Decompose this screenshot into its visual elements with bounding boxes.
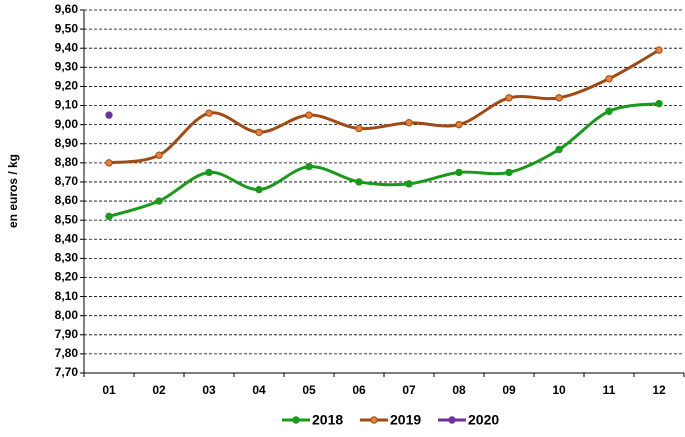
y-tick-label: 8,40 [55, 231, 79, 245]
y-tick-label: 7,80 [55, 346, 79, 360]
data-point [505, 94, 513, 102]
legend-label: 2019 [390, 412, 421, 428]
data-point [605, 107, 613, 115]
y-tick-label: 7,90 [55, 327, 79, 341]
y-tick-label: 9,20 [55, 79, 79, 93]
x-tick-label: 03 [202, 383, 216, 397]
data-point [255, 128, 263, 136]
y-tick-label: 8,80 [55, 155, 79, 169]
data-point [605, 75, 613, 83]
data-point [105, 111, 113, 119]
y-tick-label: 8,90 [55, 136, 79, 150]
y-tick-label: 8,70 [55, 174, 79, 188]
x-tick-label: 10 [552, 383, 566, 397]
data-point [505, 168, 513, 177]
x-tick-label: 09 [502, 383, 516, 397]
y-tick-label: 8,00 [55, 308, 79, 322]
y-tick-label: 8,30 [55, 251, 79, 265]
data-point [555, 145, 563, 154]
data-point [405, 119, 413, 127]
data-point [305, 111, 313, 119]
data-point [455, 120, 463, 129]
y-tick-label: 8,20 [55, 270, 79, 284]
data-point [655, 99, 663, 108]
data-point [455, 168, 463, 177]
data-point [555, 94, 563, 102]
y-tick-label: 9,50 [55, 21, 79, 35]
data-point [655, 46, 663, 54]
legend-label: 2018 [312, 412, 343, 428]
y-tick-label: 9,10 [55, 98, 79, 112]
legend-marker [370, 416, 378, 424]
data-point [205, 109, 213, 117]
x-tick-label: 07 [402, 383, 416, 397]
series-line [108, 102, 660, 218]
y-tick-label: 8,60 [55, 193, 79, 207]
data-point [305, 162, 313, 171]
data-point [255, 185, 263, 194]
y-tick-label: 9,00 [55, 117, 79, 131]
x-tick-label: 12 [652, 383, 666, 397]
data-point [105, 212, 113, 221]
x-tick-label: 02 [152, 383, 166, 397]
y-tick-label: 9,40 [55, 40, 79, 54]
x-tick-label: 04 [252, 383, 266, 397]
y-tick-label: 9,60 [55, 2, 79, 16]
y-tick-label: 7,70 [55, 365, 79, 379]
legend-marker [292, 416, 300, 424]
y-axis-label: en euros / kg [6, 154, 20, 228]
y-tick-label: 9,30 [55, 59, 79, 73]
legend-marker [448, 416, 456, 424]
legend-label: 2020 [468, 412, 499, 428]
x-tick-label: 11 [603, 383, 616, 397]
x-tick-label: 08 [452, 383, 466, 397]
x-tick-label: 06 [352, 383, 366, 397]
data-point [155, 197, 163, 205]
y-tick-label: 8,50 [55, 212, 79, 226]
x-tick-label: 05 [302, 383, 316, 397]
data-point [105, 159, 113, 167]
data-point [355, 124, 363, 133]
data-point [405, 180, 413, 188]
y-tick-label: 8,10 [55, 289, 79, 303]
data-point [205, 168, 213, 177]
data-point [355, 178, 363, 186]
data-point [155, 151, 163, 159]
x-tick-label: 01 [102, 383, 116, 397]
